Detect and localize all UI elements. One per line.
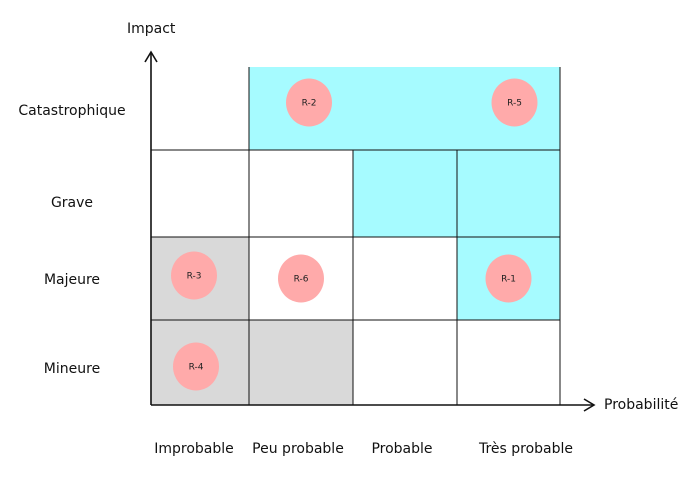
risk-marker-label: R-2: [302, 99, 317, 109]
probability-label-2: Probable: [371, 441, 432, 457]
risk-marker-circle: [173, 342, 219, 391]
matrix-cell-1-0: [151, 150, 249, 237]
risk-marker-label: R-4: [189, 363, 204, 373]
risk-marker-r-5[interactable]: R-5: [491, 78, 538, 127]
probability-labels: Improbable Peu probable Probable Très proba…: [154, 441, 573, 457]
impact-label-3: Mineure: [44, 361, 100, 377]
risk-marker-circle: [491, 78, 538, 127]
x-axis-title: Probabilité: [604, 397, 678, 413]
risk-marker-circle: [278, 254, 324, 303]
matrix-cell-3-2: [353, 320, 457, 405]
risk-marker-r-1[interactable]: R-1: [485, 254, 532, 303]
probability-label-0: Improbable: [154, 441, 234, 457]
probability-label-3: Très probable: [478, 441, 573, 457]
risk-marker-circle: [171, 251, 217, 300]
x-axis-arrowhead: [583, 398, 596, 412]
y-axis-arrowhead: [144, 50, 158, 63]
matrix-cell-0-0: [151, 67, 249, 150]
risk-marker-r-4[interactable]: R-4: [173, 342, 219, 391]
matrix-cells: [151, 67, 560, 405]
risk-markers: R-1 R-2 R-3 R-4 R-5 R-6: [171, 78, 538, 391]
matrix-cell-1-2: [353, 150, 457, 237]
risk-marker-circle: [286, 78, 332, 127]
matrix-cell-1-1: [249, 150, 353, 237]
impact-label-1: Grave: [51, 195, 93, 211]
matrix-cell-3-3: [457, 320, 560, 405]
impact-label-2: Majeure: [44, 272, 100, 288]
matrix-cell-0-2: [353, 67, 457, 150]
probability-label-1: Peu probable: [252, 441, 344, 457]
risk-marker-r-3[interactable]: R-3: [171, 251, 217, 300]
impact-labels: Catastrophique Grave Majeure Mineure: [18, 103, 125, 377]
impact-label-0: Catastrophique: [18, 103, 125, 119]
risk-marker-r-6[interactable]: R-6: [278, 254, 324, 303]
matrix-cell-3-1: [249, 320, 353, 405]
risk-marker-label: R-1: [501, 275, 516, 285]
risk-marker-label: R-5: [507, 99, 522, 109]
matrix-cell-1-3: [457, 150, 560, 237]
y-axis-title: Impact: [127, 21, 176, 37]
risk-marker-r-2[interactable]: R-2: [286, 78, 332, 127]
risk-marker-label: R-3: [187, 272, 202, 282]
risk-marker-circle: [485, 254, 532, 303]
matrix-grid-lines: [151, 67, 561, 405]
risk-marker-label: R-6: [294, 275, 309, 285]
matrix-cell-2-2: [353, 237, 457, 320]
